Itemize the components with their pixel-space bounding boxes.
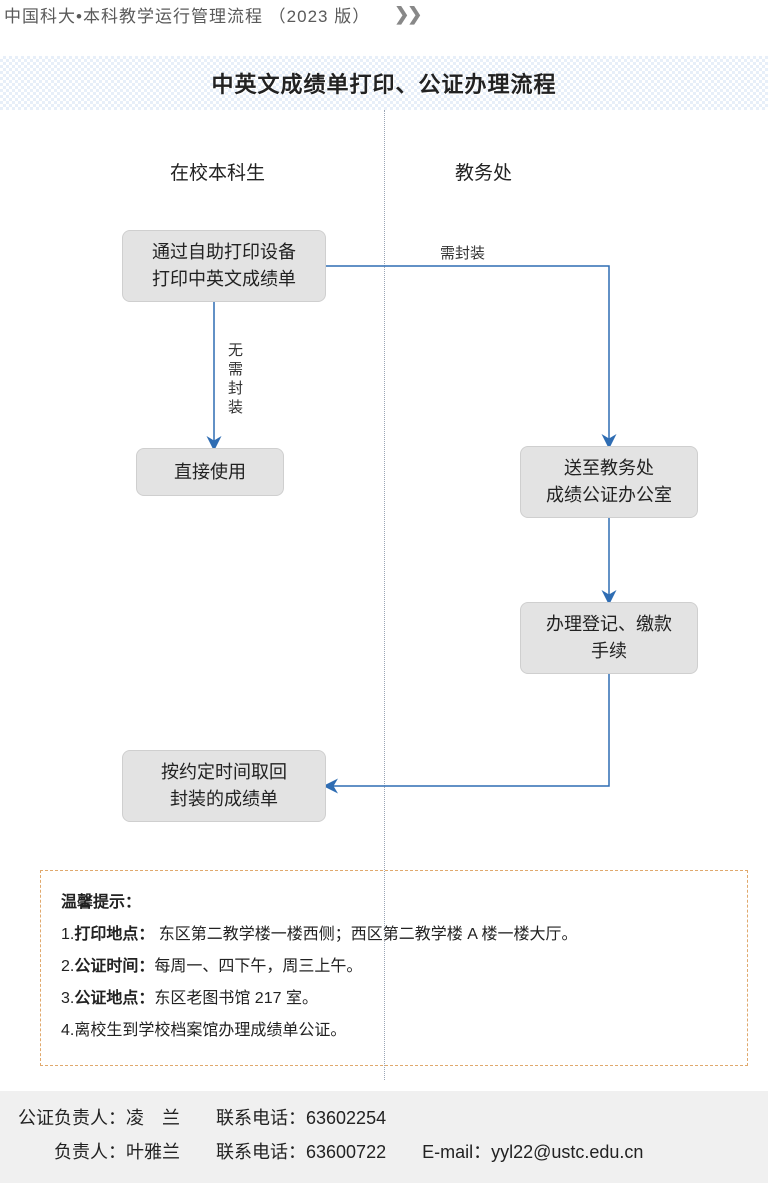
edge-label-l2: 需封装 [440,242,485,263]
page-title: 中英文成绩单打印、公证办理流程 [211,67,556,99]
footer-row-2: 负责人：叶雅兰 联系电话：63600722 E-mail：yyl22@ustc.… [18,1135,750,1169]
flow-node-n1: 通过自助打印设备打印中英文成绩单 [122,230,326,302]
flow-node-n4: 办理登记、缴款手续 [520,602,698,674]
lane-header-right: 教务处 [455,158,512,185]
contact-footer: 公证负责人：凌 兰 联系电话：63602254 负责人：叶雅兰 联系电话：636… [0,1091,768,1183]
chevron-right-icon: ❯❯ [394,4,420,25]
tips-line-2: 2.公证时间：每周一、四下午，周三上午。 [61,951,727,983]
tips-line-1: 1.打印地点： 东区第二教学楼一楼西侧；西区第二教学楼 A 楼一楼大厅。 [61,919,727,951]
edge-label-l1: 无需封装 [224,342,245,418]
doc-header-text: 中国科大•本科教学运行管理流程 （2023 版） [4,2,370,27]
title-band: 中英文成绩单打印、公证办理流程 [0,56,768,110]
flow-node-n3: 送至教务处成绩公证办公室 [520,446,698,518]
tips-title: 温馨提示： [61,887,727,919]
footer-row-1: 公证负责人：凌 兰 联系电话：63602254 [18,1101,750,1135]
edge-1 [326,266,609,446]
tips-line-4: 4.离校生到学校档案馆办理成绩单公证。 [61,1015,727,1047]
flow-diagram: 在校本科生 教务处 温馨提示： 1.打印地点： 东区第二教学楼一楼西侧；西区第二… [0,110,768,1080]
tips-box: 温馨提示： 1.打印地点： 东区第二教学楼一楼西侧；西区第二教学楼 A 楼一楼大… [40,870,748,1066]
edge-3 [326,674,609,786]
flow-node-n5: 按约定时间取回封装的成绩单 [122,750,326,822]
flow-node-n2: 直接使用 [136,448,284,496]
lane-header-left: 在校本科生 [170,158,265,185]
tips-line-3: 3.公证地点：东区老图书馆 217 室。 [61,983,727,1015]
doc-header: 中国科大•本科教学运行管理流程 （2023 版） ❯❯ [0,0,768,28]
